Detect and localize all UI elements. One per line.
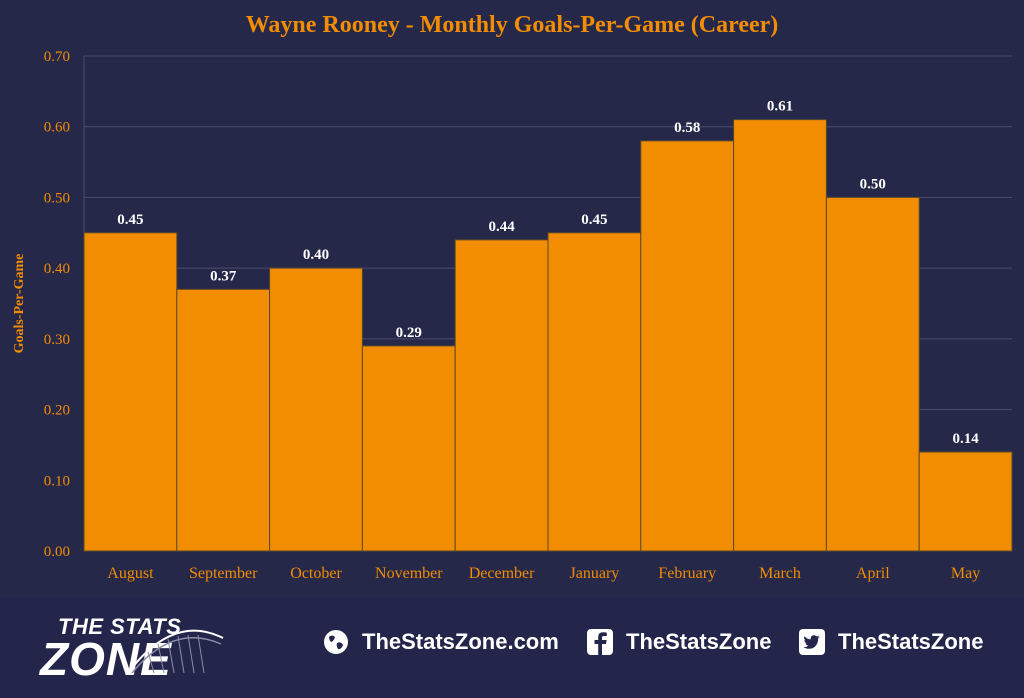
bar bbox=[83, 232, 178, 552]
y-tick-label: 0.40 bbox=[44, 261, 70, 277]
data-label: 0.58 bbox=[674, 120, 700, 136]
x-tick-label: January bbox=[570, 565, 620, 582]
x-tick-label: December bbox=[469, 565, 535, 582]
x-tick-label: March bbox=[759, 565, 801, 582]
x-tick-label: February bbox=[658, 565, 716, 582]
bar bbox=[176, 288, 271, 552]
bar bbox=[733, 119, 827, 552]
x-tick-label: November bbox=[375, 565, 443, 582]
y-axis-label: Goals-Per-Game bbox=[12, 254, 27, 354]
globe-icon bbox=[324, 630, 348, 654]
footer: THE STATS ZONE TheStatsZone.com TheStats… bbox=[0, 598, 1024, 698]
data-label: 0.40 bbox=[303, 247, 329, 263]
x-tick-label: August bbox=[107, 565, 154, 582]
chart-title: Wayne Rooney - Monthly Goals-Per-Game (C… bbox=[246, 12, 779, 38]
y-tick-label: 0.70 bbox=[44, 49, 70, 65]
stadium-roof-icon bbox=[127, 629, 224, 674]
twitter-icon bbox=[799, 629, 825, 655]
bar bbox=[640, 140, 735, 552]
data-label: 0.45 bbox=[581, 212, 607, 228]
stats-zone-logo[interactable]: THE STATS ZONE bbox=[40, 612, 230, 685]
data-label: 0.44 bbox=[488, 219, 515, 235]
bar bbox=[361, 345, 456, 552]
x-tick-label: October bbox=[290, 565, 342, 582]
x-tick-label: April bbox=[856, 565, 890, 582]
bar bbox=[269, 267, 363, 552]
data-label: 0.45 bbox=[117, 212, 143, 228]
bar bbox=[454, 239, 549, 552]
website-link[interactable]: TheStatsZone.com bbox=[322, 626, 559, 658]
website-text: TheStatsZone.com bbox=[362, 629, 559, 654]
bar-chart: Wayne Rooney - Monthly Goals-Per-Game (C… bbox=[12, 12, 1013, 582]
y-tick-label: 0.20 bbox=[44, 403, 70, 419]
facebook-link[interactable]: TheStatsZone bbox=[586, 626, 771, 658]
logo-bottom-text: ZONE bbox=[40, 633, 172, 685]
data-label: 0.50 bbox=[860, 176, 886, 192]
data-label: 0.37 bbox=[210, 268, 237, 284]
y-tick-label: 0.30 bbox=[44, 332, 70, 348]
bar bbox=[918, 451, 1013, 552]
twitter-text: TheStatsZone bbox=[838, 629, 984, 654]
facebook-icon bbox=[587, 629, 613, 655]
data-label: 0.61 bbox=[767, 99, 793, 115]
data-label: 0.14 bbox=[952, 431, 979, 447]
y-tick-label: 0.60 bbox=[44, 120, 70, 136]
y-tick-label: 0.50 bbox=[44, 190, 70, 206]
y-tick-label: 0.10 bbox=[44, 473, 70, 489]
bar bbox=[825, 196, 920, 552]
logo-top-text: THE STATS bbox=[58, 614, 182, 639]
y-tick-label: 0.00 bbox=[44, 544, 70, 560]
bar bbox=[547, 232, 642, 552]
twitter-link[interactable]: TheStatsZone bbox=[798, 626, 983, 658]
x-tick-label: May bbox=[951, 565, 980, 582]
x-tick-label: September bbox=[189, 565, 258, 582]
facebook-text: TheStatsZone bbox=[626, 629, 772, 654]
data-label: 0.29 bbox=[396, 325, 422, 341]
